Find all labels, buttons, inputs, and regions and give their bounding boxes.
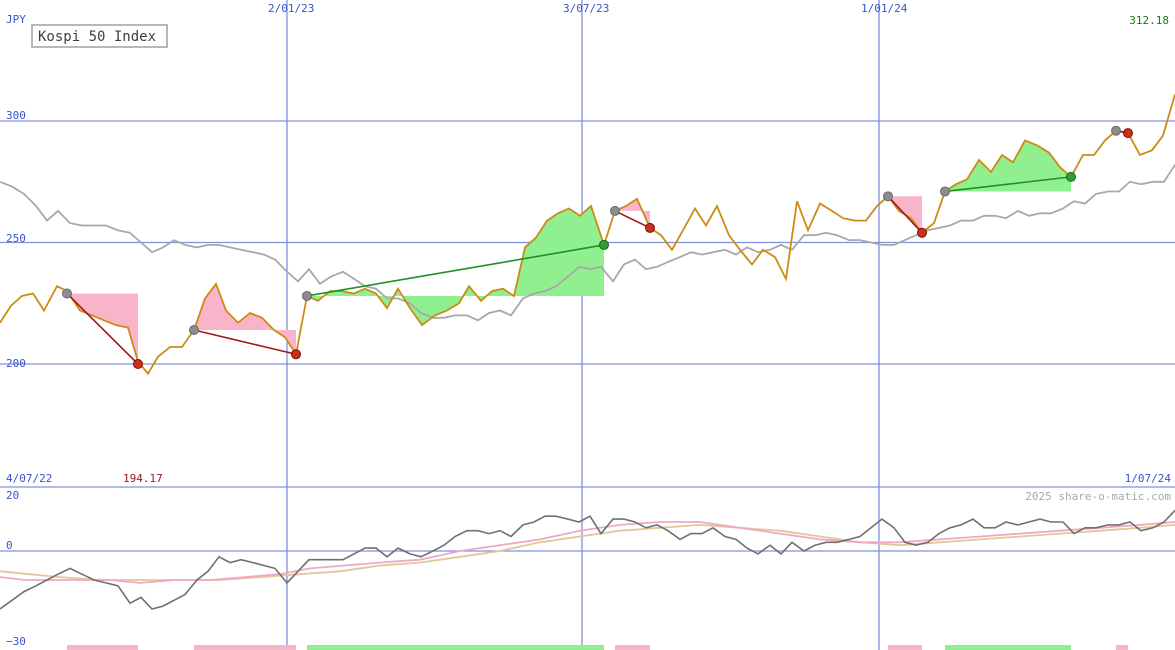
loss-area <box>194 283 296 355</box>
trade-exit-loss-marker <box>917 227 927 238</box>
moving-average-group <box>0 164 1175 322</box>
volume-strip <box>67 645 1128 650</box>
osc-y-tick-label: −30 <box>6 635 26 648</box>
trade-exit-loss-marker <box>1123 128 1133 139</box>
osc-signal-pink-line <box>0 521 1175 584</box>
x-tick-label: 1/01/24 <box>861 2 908 15</box>
trade-line <box>887 195 923 234</box>
trade-line <box>614 210 651 229</box>
credit-label: 2025 share-o-matic.com <box>1025 490 1171 503</box>
trade-period-band <box>194 645 296 650</box>
y-tick-label: 200 <box>6 357 26 370</box>
trade-entry-marker <box>189 324 199 335</box>
trade-entry-marker <box>1111 125 1121 136</box>
trade-exit-gain-marker <box>599 239 609 250</box>
chart-title: Kospi 50 Index <box>38 29 156 45</box>
osc-y-tick-label: 20 <box>6 489 19 502</box>
trade-entry-marker <box>610 205 620 216</box>
trade-exit-loss-marker <box>133 359 143 369</box>
moving-average-line <box>0 164 1175 322</box>
x-tick-label: 2/01/23 <box>268 2 314 15</box>
currency-label: JPY <box>6 13 26 26</box>
trade-exit-loss-marker <box>645 222 655 233</box>
trade-line <box>66 292 139 365</box>
gain-area <box>945 140 1071 192</box>
title-box: Kospi 50 Index <box>31 24 168 48</box>
osc-primary-line <box>0 509 1175 610</box>
loss-area <box>615 198 650 228</box>
y-max-label: 312.18 <box>1129 14 1169 27</box>
y-min-label: 194.17 <box>123 472 163 485</box>
trade-period-band <box>67 645 138 650</box>
price-line-group <box>0 94 1175 376</box>
x-range-end-label: 1/07/24 <box>1125 472 1172 485</box>
trade-period-band <box>307 645 604 650</box>
gain-area <box>307 206 604 326</box>
trade-line <box>944 176 1072 193</box>
oscillator-panel <box>0 509 1175 610</box>
trade-period-band <box>615 645 650 650</box>
x-tick-label: 3/07/23 <box>563 2 609 15</box>
trade-exit-gain-marker <box>1066 171 1076 182</box>
trade-exit-loss-marker <box>291 349 301 360</box>
trade-entry-marker <box>940 186 950 197</box>
x-range-start-label: 4/07/22 <box>6 472 52 485</box>
trade-period-band <box>945 645 1071 650</box>
trade-line <box>193 329 297 356</box>
trade-markers <box>62 125 1133 369</box>
trade-line <box>306 244 605 297</box>
trade-entry-marker <box>62 288 72 299</box>
osc-signal-tan-line <box>0 523 1175 581</box>
trade-entry-marker <box>883 191 893 202</box>
price-line <box>0 94 1175 376</box>
trade-entry-marker <box>302 290 312 301</box>
osc-y-tick-label: 0 <box>6 539 13 552</box>
y-tick-label: 250 <box>6 232 26 245</box>
trade-period-band <box>888 645 922 650</box>
trade-period-band <box>1116 645 1128 650</box>
y-tick-label: 300 <box>6 109 26 122</box>
